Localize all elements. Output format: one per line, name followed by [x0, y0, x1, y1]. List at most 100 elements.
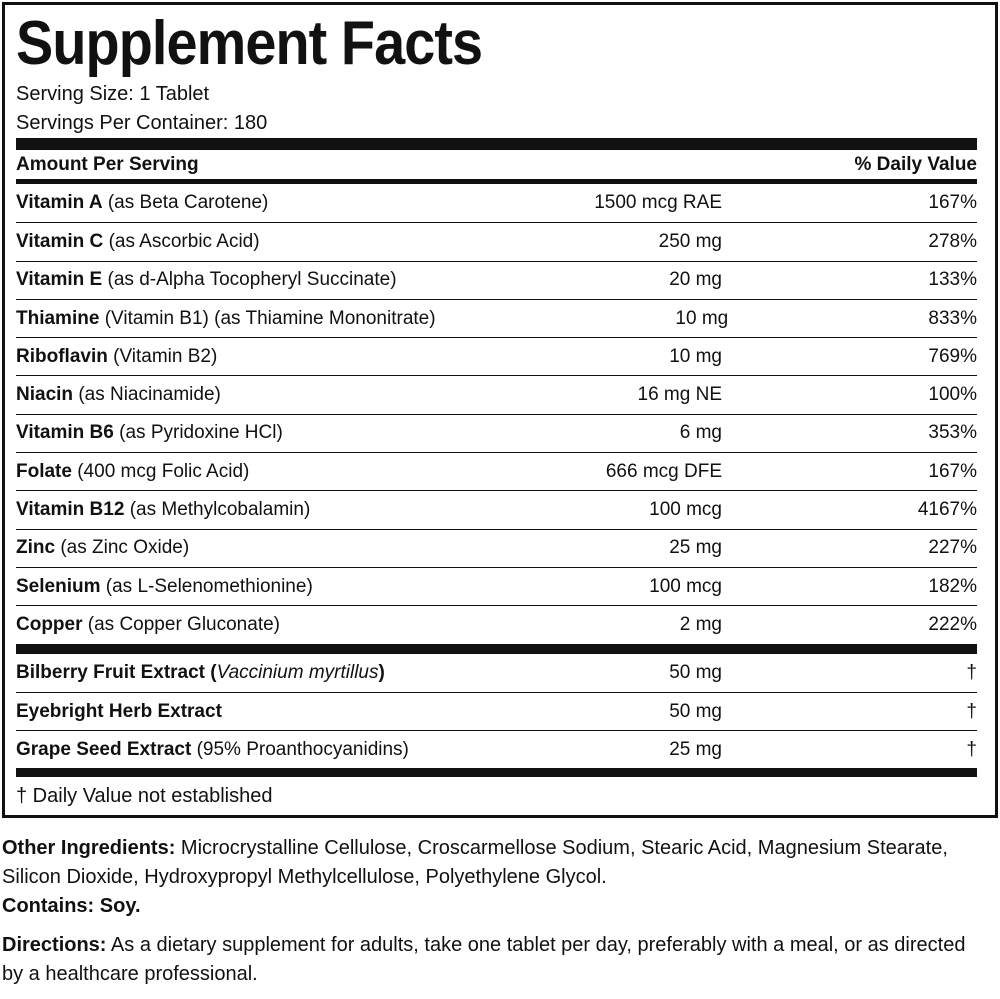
nutrient-detail: (95% Proanthocyanidins) — [196, 738, 409, 760]
nutrient-name: Copper — [16, 613, 83, 635]
amount: 25 mg — [669, 537, 722, 559]
nutrient-name: Thiamine — [16, 307, 100, 329]
daily-value: † — [966, 661, 977, 683]
amount: 10 mg — [675, 307, 729, 329]
amount: 1500 mcg RAE — [594, 192, 722, 214]
nutrient-row: Vitamin C (as Ascorbic Acid) 250 mg 278% — [16, 222, 977, 260]
nutrient-detail: (as Methylcobalamin) — [129, 499, 311, 521]
label: Contains: — [2, 895, 95, 917]
daily-value: 353% — [928, 422, 977, 444]
daily-value: 167% — [928, 460, 977, 482]
nutrient-row: Copper (as Copper Gluconate) 2 mg 222% — [16, 605, 977, 643]
other-ingredients: Other Ingredients: Microcrystalline Cell… — [2, 834, 992, 892]
nutrient-name: Niacin — [16, 384, 74, 406]
footnote-text: † Daily Value not established — [16, 784, 273, 807]
text: As a dietary supplement for adults, take… — [2, 934, 966, 985]
nutrient-detail: (as Beta Carotene) — [107, 192, 269, 214]
nutrient: Vitamin A (as Beta Carotene) — [16, 192, 422, 214]
nutrient-name: Vitamin B6 — [16, 422, 114, 444]
nutrient-name: Vitamin A — [16, 192, 103, 214]
nutrient-row: Thiamine (Vitamin B1) (as Thiamine Monon… — [16, 298, 977, 337]
amount: 250 mg — [658, 230, 722, 252]
daily-value: 100% — [928, 384, 977, 406]
nutrient-detail: (Vitamin B2) — [113, 345, 218, 367]
daily-value: 833% — [928, 307, 977, 329]
supplement-facts-panel: Supplement Facts Serving Size: 1 Tablet … — [2, 2, 998, 818]
daily-value: 182% — [928, 575, 977, 597]
daily-value: 222% — [928, 613, 977, 635]
nutrient-detail: (Vitamin B1) (as Thiamine Mononitrate) — [104, 307, 436, 329]
amount: 50 mg — [669, 700, 722, 722]
label: Other Ingredients: — [2, 837, 176, 859]
header-amount: Amount Per Serving — [16, 153, 199, 175]
footnote: † Daily Value not established — [16, 777, 977, 815]
nutrient: Copper (as Copper Gluconate) — [16, 614, 422, 636]
daily-value: 4167% — [917, 499, 977, 521]
nutrient-row: Bilberry Fruit Extract (Vaccinium myrtil… — [16, 654, 977, 692]
nutrient: Vitamin C (as Ascorbic Acid) — [16, 231, 422, 253]
nutrient: Vitamin B12 (as Methylcobalamin) — [16, 499, 422, 521]
nutrient-name: Grape Seed Extract — [16, 738, 192, 760]
nutrient-detail: (as d-Alpha Tocopheryl Succinate) — [107, 269, 397, 291]
nutrient: Selenium (as L-Selenomethionine) — [16, 576, 422, 598]
amount: 100 mcg — [649, 575, 722, 597]
amount: 666 mcg DFE — [605, 460, 722, 482]
latin-name: Vaccinium myrtillus — [216, 661, 379, 683]
nutrient-name: Selenium — [16, 575, 101, 597]
nutrient: Vitamin E (as d-Alpha Tocopheryl Succina… — [16, 269, 422, 291]
nutrient-row: Grape Seed Extract (95% Proanthocyanidin… — [16, 730, 977, 768]
daily-value: 227% — [928, 537, 977, 559]
nutrient-detail: (as Zinc Oxide) — [60, 537, 190, 559]
nutrient: Folate (400 mcg Folic Acid) — [16, 461, 422, 483]
amount: 100 mcg — [649, 499, 722, 521]
title: Supplement Facts — [16, 9, 483, 78]
nutrient-row: Vitamin B6 (as Pyridoxine HCl) 6 mg 353% — [16, 413, 977, 452]
daily-value: † — [966, 738, 977, 760]
nutrient-row: Niacin (as Niacinamide) 16 mg NE 100% — [16, 375, 977, 413]
amount: 25 mg — [669, 738, 722, 760]
daily-value: 278% — [928, 230, 977, 252]
nutrient: Thiamine (Vitamin B1) (as Thiamine Monon… — [16, 308, 436, 330]
nutrient: Eyebright Herb Extract — [16, 701, 422, 723]
nutrient-row: Vitamin B12 (as Methylcobalamin) 100 mcg 4… — [16, 490, 977, 528]
amount: 10 mg — [669, 345, 722, 367]
amount: 20 mg — [669, 269, 722, 291]
nutrient-detail: (as Ascorbic Acid) — [108, 230, 260, 252]
nutrient-detail: (as L-Selenomethionine) — [105, 575, 313, 597]
daily-value: † — [966, 700, 977, 722]
label: Directions: — [2, 934, 107, 956]
thick-rule — [16, 138, 977, 150]
nutrient-detail: (as Pyridoxine HCl) — [119, 422, 283, 444]
nutrient-row: Zinc (as Zinc Oxide) 25 mg 227% — [16, 528, 977, 567]
nutrient: Vitamin B6 (as Pyridoxine HCl) — [16, 422, 422, 444]
amount: 16 mg NE — [637, 384, 722, 406]
nutrient-row: Folate (400 mcg Folic Acid) 666 mcg DFE 16… — [16, 452, 977, 490]
daily-value: 769% — [928, 345, 977, 367]
nutrient: Zinc (as Zinc Oxide) — [16, 537, 422, 559]
nutrient-name-end: ) — [378, 661, 385, 683]
directions: Directions: As a dietary supplement for … — [2, 931, 992, 989]
daily-value: 133% — [928, 269, 977, 291]
amount: 50 mg — [669, 661, 722, 683]
nutrient-name: Vitamin E — [16, 269, 103, 291]
header-dv: % Daily Value — [854, 153, 977, 175]
nutrient-name: Bilberry Fruit Extract ( — [16, 661, 217, 683]
serving-size: Serving Size: 1 Tablet — [16, 83, 210, 105]
nutrient: Riboflavin (Vitamin B2) — [16, 346, 422, 368]
nutrient-detail: (as Copper Gluconate) — [87, 613, 280, 635]
text: Microcrystalline Cellulose, Croscarmello… — [2, 837, 948, 888]
table-header: Amount Per Serving % Daily Value — [16, 150, 977, 179]
contains: Contains: Soy. — [2, 892, 992, 921]
text: Soy. — [99, 895, 141, 917]
nutrient-name: Eyebright Herb Extract — [16, 700, 222, 722]
daily-value: 167% — [928, 192, 977, 214]
nutrient-name: Zinc — [16, 537, 56, 559]
notes: Other Ingredients: Microcrystalline Cell… — [2, 834, 992, 999]
nutrient-row: Riboflavin (Vitamin B2) 10 mg 769% — [16, 337, 977, 375]
rule — [16, 179, 977, 184]
nutrient: Niacin (as Niacinamide) — [16, 384, 422, 406]
nutrient-name: Folate — [16, 460, 72, 482]
servings-per-container: Servings Per Container: 180 — [16, 112, 268, 134]
nutrient-row: Vitamin E (as d-Alpha Tocopheryl Succina… — [16, 260, 977, 299]
